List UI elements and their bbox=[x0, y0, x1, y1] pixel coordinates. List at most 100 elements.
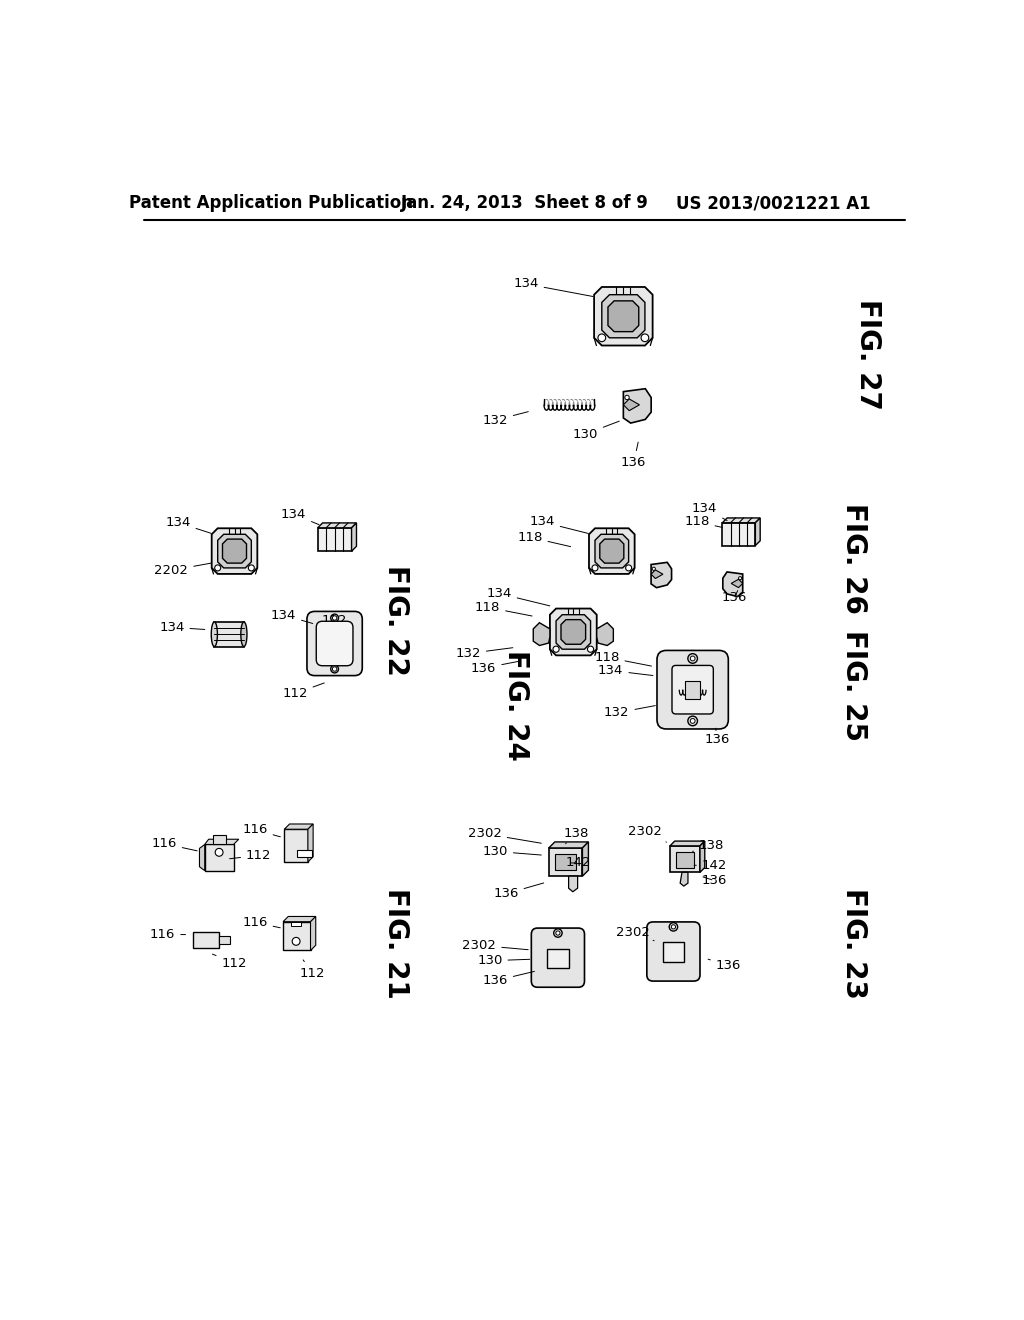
Circle shape bbox=[292, 937, 300, 945]
Text: 134: 134 bbox=[270, 609, 312, 623]
Text: FIG. 23: FIG. 23 bbox=[841, 888, 868, 999]
Circle shape bbox=[333, 615, 337, 620]
Text: 142: 142 bbox=[694, 859, 727, 871]
Text: 118: 118 bbox=[517, 531, 570, 546]
FancyBboxPatch shape bbox=[316, 622, 353, 665]
Bar bbox=[297, 850, 312, 857]
Circle shape bbox=[554, 929, 562, 937]
Polygon shape bbox=[722, 523, 756, 545]
Polygon shape bbox=[597, 623, 613, 645]
Circle shape bbox=[688, 653, 697, 663]
Text: 136: 136 bbox=[482, 972, 535, 987]
FancyBboxPatch shape bbox=[307, 611, 362, 676]
Polygon shape bbox=[624, 388, 651, 424]
Circle shape bbox=[670, 923, 678, 931]
Polygon shape bbox=[589, 528, 635, 574]
Text: 130: 130 bbox=[482, 845, 542, 858]
FancyBboxPatch shape bbox=[531, 928, 585, 987]
Circle shape bbox=[652, 568, 655, 570]
Text: 112: 112 bbox=[300, 960, 326, 979]
Circle shape bbox=[688, 717, 697, 726]
Polygon shape bbox=[608, 301, 639, 331]
Text: 136: 136 bbox=[621, 442, 646, 469]
Text: FIG. 26: FIG. 26 bbox=[841, 503, 868, 614]
Polygon shape bbox=[550, 609, 597, 655]
Polygon shape bbox=[624, 399, 639, 411]
Ellipse shape bbox=[211, 622, 217, 647]
Polygon shape bbox=[317, 528, 351, 552]
Circle shape bbox=[215, 565, 221, 572]
Text: Patent Application Publication: Patent Application Publication bbox=[129, 194, 413, 213]
Text: 132: 132 bbox=[604, 706, 655, 719]
Text: 134: 134 bbox=[692, 502, 727, 520]
Bar bbox=[685, 681, 699, 698]
Text: 134: 134 bbox=[165, 516, 211, 533]
Text: 118: 118 bbox=[475, 601, 532, 616]
Circle shape bbox=[331, 665, 339, 673]
Polygon shape bbox=[534, 623, 550, 645]
Text: 136: 136 bbox=[705, 729, 729, 746]
Text: 142: 142 bbox=[565, 857, 591, 870]
Circle shape bbox=[333, 667, 337, 671]
Text: 132: 132 bbox=[482, 412, 528, 426]
Text: 130: 130 bbox=[572, 421, 620, 441]
Polygon shape bbox=[285, 824, 313, 829]
Text: FIG. 21: FIG. 21 bbox=[382, 888, 411, 999]
Text: US 2013/0021221 A1: US 2013/0021221 A1 bbox=[676, 194, 870, 213]
Circle shape bbox=[215, 849, 223, 857]
Polygon shape bbox=[222, 539, 247, 564]
Polygon shape bbox=[285, 829, 308, 862]
Circle shape bbox=[598, 334, 605, 342]
Polygon shape bbox=[200, 845, 205, 871]
Text: 134: 134 bbox=[598, 664, 653, 677]
Text: 136: 136 bbox=[708, 958, 741, 972]
Polygon shape bbox=[600, 539, 624, 564]
Polygon shape bbox=[214, 622, 244, 647]
Text: 136: 136 bbox=[494, 883, 544, 900]
Polygon shape bbox=[283, 916, 315, 921]
Text: 112: 112 bbox=[283, 682, 325, 700]
Text: 112: 112 bbox=[229, 849, 271, 862]
Circle shape bbox=[553, 645, 559, 652]
Polygon shape bbox=[594, 286, 652, 346]
Bar bbox=[676, 851, 694, 867]
Polygon shape bbox=[205, 840, 239, 845]
Polygon shape bbox=[310, 916, 315, 950]
Text: 112: 112 bbox=[212, 954, 247, 970]
Polygon shape bbox=[218, 535, 251, 568]
Text: 2302: 2302 bbox=[628, 825, 667, 842]
Polygon shape bbox=[756, 517, 760, 545]
Text: 134: 134 bbox=[281, 508, 318, 524]
Polygon shape bbox=[583, 842, 589, 876]
Text: Jan. 24, 2013  Sheet 8 of 9: Jan. 24, 2013 Sheet 8 of 9 bbox=[400, 194, 649, 213]
Text: 118: 118 bbox=[684, 515, 722, 528]
Polygon shape bbox=[549, 847, 583, 876]
Bar bbox=[213, 834, 225, 843]
Text: 2202: 2202 bbox=[155, 564, 211, 577]
Circle shape bbox=[588, 645, 594, 652]
Polygon shape bbox=[556, 615, 591, 649]
Text: 2302: 2302 bbox=[463, 939, 528, 952]
Polygon shape bbox=[555, 854, 577, 870]
Polygon shape bbox=[568, 876, 578, 892]
Circle shape bbox=[738, 577, 741, 579]
Circle shape bbox=[690, 656, 695, 661]
Circle shape bbox=[592, 565, 598, 572]
Text: FIG. 22: FIG. 22 bbox=[382, 565, 411, 676]
Text: 134: 134 bbox=[159, 620, 205, 634]
Text: FIG. 27: FIG. 27 bbox=[854, 300, 883, 411]
Text: 136: 136 bbox=[471, 661, 520, 675]
Polygon shape bbox=[283, 921, 310, 950]
Text: FIG. 24: FIG. 24 bbox=[502, 649, 529, 760]
Text: 138: 138 bbox=[692, 838, 724, 851]
Text: 132: 132 bbox=[456, 647, 513, 660]
Circle shape bbox=[556, 931, 560, 935]
FancyBboxPatch shape bbox=[657, 651, 728, 729]
Polygon shape bbox=[317, 523, 356, 528]
Polygon shape bbox=[722, 517, 760, 523]
Bar bbox=[670, 846, 700, 873]
Text: 134: 134 bbox=[529, 515, 589, 533]
Ellipse shape bbox=[241, 622, 247, 647]
Text: 134: 134 bbox=[486, 587, 550, 606]
Bar bbox=[663, 942, 684, 962]
